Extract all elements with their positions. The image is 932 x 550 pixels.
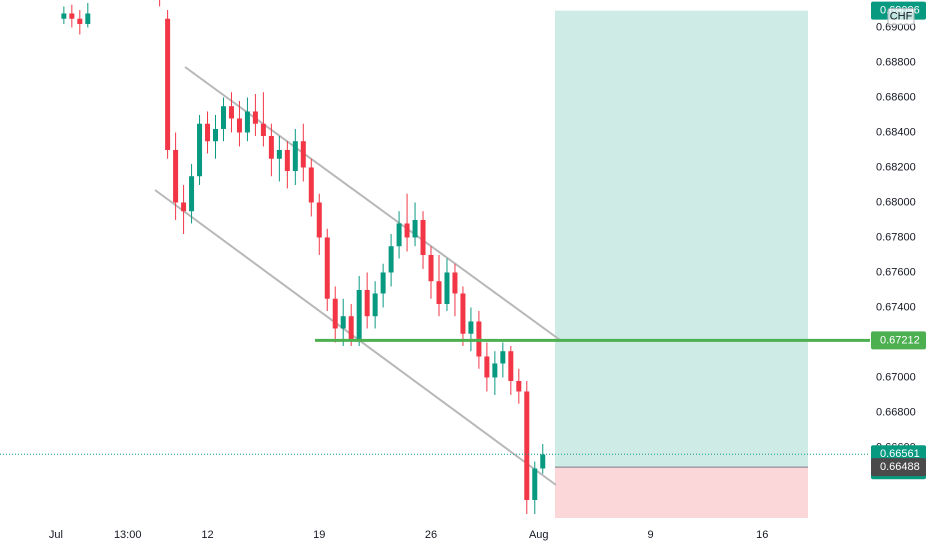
y-tick-label: 0.69000 (876, 21, 916, 33)
candle-body (181, 202, 187, 212)
x-tick-label: 12 (201, 529, 213, 541)
x-tick-label: 13:00 (114, 529, 142, 541)
candle-body (69, 13, 75, 19)
candle-body (444, 272, 450, 304)
candle-body (540, 454, 546, 469)
y-tick-label: 0.68000 (876, 196, 916, 208)
candle-body (165, 18, 171, 150)
candle-body (348, 316, 354, 339)
candle-body (500, 351, 506, 364)
candle-body (77, 18, 83, 24)
candle-body (324, 237, 330, 299)
candle-body (484, 356, 490, 378)
candle-body (532, 468, 538, 500)
price-tag-label: 0.67212 (880, 334, 920, 346)
y-tick-label: 0.68600 (876, 91, 916, 103)
x-tick-label: Aug (529, 529, 549, 541)
candle-body (173, 149, 179, 203)
candle-body (85, 13, 91, 24)
candle-body (292, 141, 298, 171)
candle-body (189, 176, 195, 212)
position-tool (555, 10, 808, 518)
candle-body (276, 149, 282, 159)
candle-body (468, 321, 474, 334)
channel-lower (154, 189, 557, 486)
candle-body (404, 223, 410, 238)
x-tick-label: Jul (49, 529, 63, 541)
candle-body (228, 106, 234, 119)
price-tag (871, 331, 926, 350)
x-tick-label: 26 (425, 529, 437, 541)
target-zone (555, 10, 808, 468)
candle-body (380, 272, 386, 294)
candle-body (284, 149, 290, 171)
candle-body (412, 219, 418, 238)
candle-body (308, 167, 314, 203)
currency-label: CHF (890, 11, 913, 23)
plot-area (0, 0, 870, 514)
candle-body (268, 135, 274, 159)
candle-body (197, 123, 203, 177)
candle-body (332, 298, 338, 329)
candle-body (244, 111, 250, 133)
y-tick-label: 0.67400 (876, 301, 916, 313)
candle-body (61, 13, 67, 19)
price-axis: 0.69000 0.68800 0.68600 0.68400 0.68200 0.680… (871, 1, 926, 480)
y-tick-label: 0.68400 (876, 126, 916, 138)
candle-body (508, 351, 514, 381)
candle-body (205, 123, 211, 142)
x-tick-label: 16 (756, 529, 768, 541)
candle-body (220, 106, 226, 129)
candle-body (452, 272, 458, 294)
currency-badge (887, 8, 915, 26)
candle-body (428, 254, 434, 282)
y-tick-label: 0.68200 (876, 161, 916, 173)
stop-zone (555, 467, 808, 518)
candle-body (260, 123, 266, 136)
y-tick-label: 0.67600 (876, 266, 916, 278)
candle-body (436, 281, 442, 304)
price-tag-label: 0.66488 (880, 461, 920, 473)
candle-body (252, 111, 258, 124)
candle-body (492, 363, 498, 378)
candle-body (340, 316, 346, 329)
y-tick-label: 0.67000 (876, 371, 916, 383)
y-tick-label: 0.68800 (876, 56, 916, 68)
candle-body (396, 223, 402, 247)
y-tick-label: 0.67800 (876, 231, 916, 243)
candle-body (213, 128, 219, 142)
candle-body (316, 202, 322, 238)
y-tick-label: 0.66800 (876, 406, 916, 418)
candle-body (420, 219, 426, 255)
candle-body (516, 380, 522, 392)
x-tick-label: 19 (313, 529, 325, 541)
candle-body (236, 118, 242, 133)
candle-body (388, 246, 394, 273)
price-tag-label: 0.66561 (880, 448, 920, 460)
candle-body (300, 141, 306, 168)
candle-body (524, 391, 530, 500)
candle-body (372, 293, 378, 317)
price-tag (871, 458, 926, 477)
candle-body (460, 293, 466, 334)
candle-body (356, 289, 362, 339)
candle-body (364, 289, 370, 317)
x-tick-label: 9 (647, 529, 653, 541)
